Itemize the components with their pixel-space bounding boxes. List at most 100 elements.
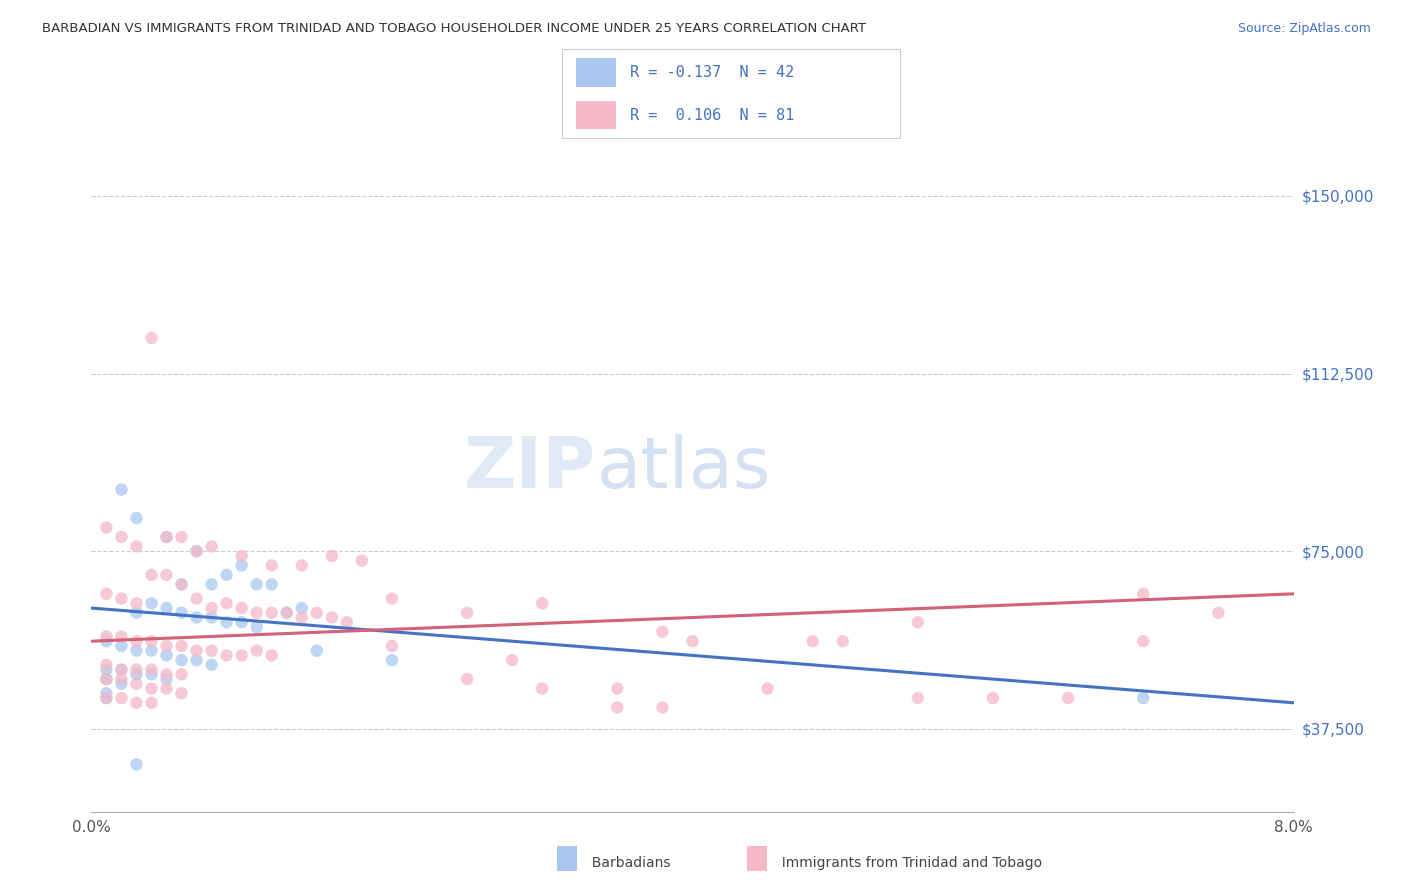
Point [170,577,193,591]
Point [170,606,193,620]
Point [141,567,163,582]
Point [260,606,283,620]
Point [186,653,208,667]
Point [125,696,148,710]
Point [1132,691,1154,706]
Point [125,643,148,657]
Text: R =  0.106  N = 81: R = 0.106 N = 81 [630,108,794,122]
Point [801,634,824,648]
Point [170,577,193,591]
Point [96,691,118,706]
Point [96,672,118,686]
Point [96,672,118,686]
Point [350,554,373,568]
Point [246,643,269,657]
Point [305,643,328,657]
Point [155,530,177,544]
Point [276,606,298,620]
Point [110,530,132,544]
Point [155,648,177,663]
Point [96,657,118,672]
Point [110,663,132,677]
Point [141,681,163,696]
Point [231,648,253,663]
Point [276,606,298,620]
Point [186,544,208,558]
Point [186,643,208,657]
Point [186,544,208,558]
Point [606,700,628,714]
Point [96,587,118,601]
Point [155,639,177,653]
Point [907,615,929,630]
Point [907,691,929,706]
Point [215,648,238,663]
Point [981,691,1004,706]
Point [141,667,163,681]
Point [96,630,118,644]
Point [110,663,132,677]
Point [186,610,208,624]
Point [110,691,132,706]
Point [215,615,238,630]
Point [231,615,253,630]
Point [96,686,118,700]
Point [170,667,193,681]
Point [110,483,132,497]
Point [170,530,193,544]
Point [456,606,478,620]
Point [141,643,163,657]
Text: Barbadians: Barbadians [583,855,671,870]
Text: R = -0.137  N = 42: R = -0.137 N = 42 [630,65,794,79]
Point [125,511,148,525]
Point [110,639,132,653]
Point [125,540,148,554]
Point [186,591,208,606]
Point [125,757,148,772]
Point [381,639,404,653]
Point [381,591,404,606]
Point [531,681,554,696]
Point [1057,691,1080,706]
Point [1208,606,1230,620]
Point [141,663,163,677]
Point [231,558,253,573]
Point [141,634,163,648]
Point [110,672,132,686]
Point [831,634,853,648]
Point [381,653,404,667]
Point [170,639,193,653]
Point [215,567,238,582]
Point [155,601,177,615]
Point [651,624,673,639]
Point [110,630,132,644]
Point [1132,634,1154,648]
Point [141,331,163,345]
Point [201,643,224,657]
Point [246,606,269,620]
Point [125,677,148,691]
Point [110,591,132,606]
Point [756,681,779,696]
Point [155,567,177,582]
Point [155,667,177,681]
Bar [576,58,616,87]
Point [96,663,118,677]
Point [155,672,177,686]
Point [201,610,224,624]
Text: BARBADIAN VS IMMIGRANTS FROM TRINIDAD AND TOBAGO HOUSEHOLDER INCOME UNDER 25 YEA: BARBADIAN VS IMMIGRANTS FROM TRINIDAD AN… [42,22,866,36]
Point [231,601,253,615]
Point [215,596,238,610]
Point [260,577,283,591]
Point [96,520,118,534]
Point [141,596,163,610]
Bar [576,101,616,129]
Point [125,663,148,677]
Point [155,530,177,544]
Point [246,620,269,634]
Point [201,540,224,554]
Point [155,681,177,696]
Point [606,681,628,696]
Point [291,558,314,573]
Point [201,657,224,672]
